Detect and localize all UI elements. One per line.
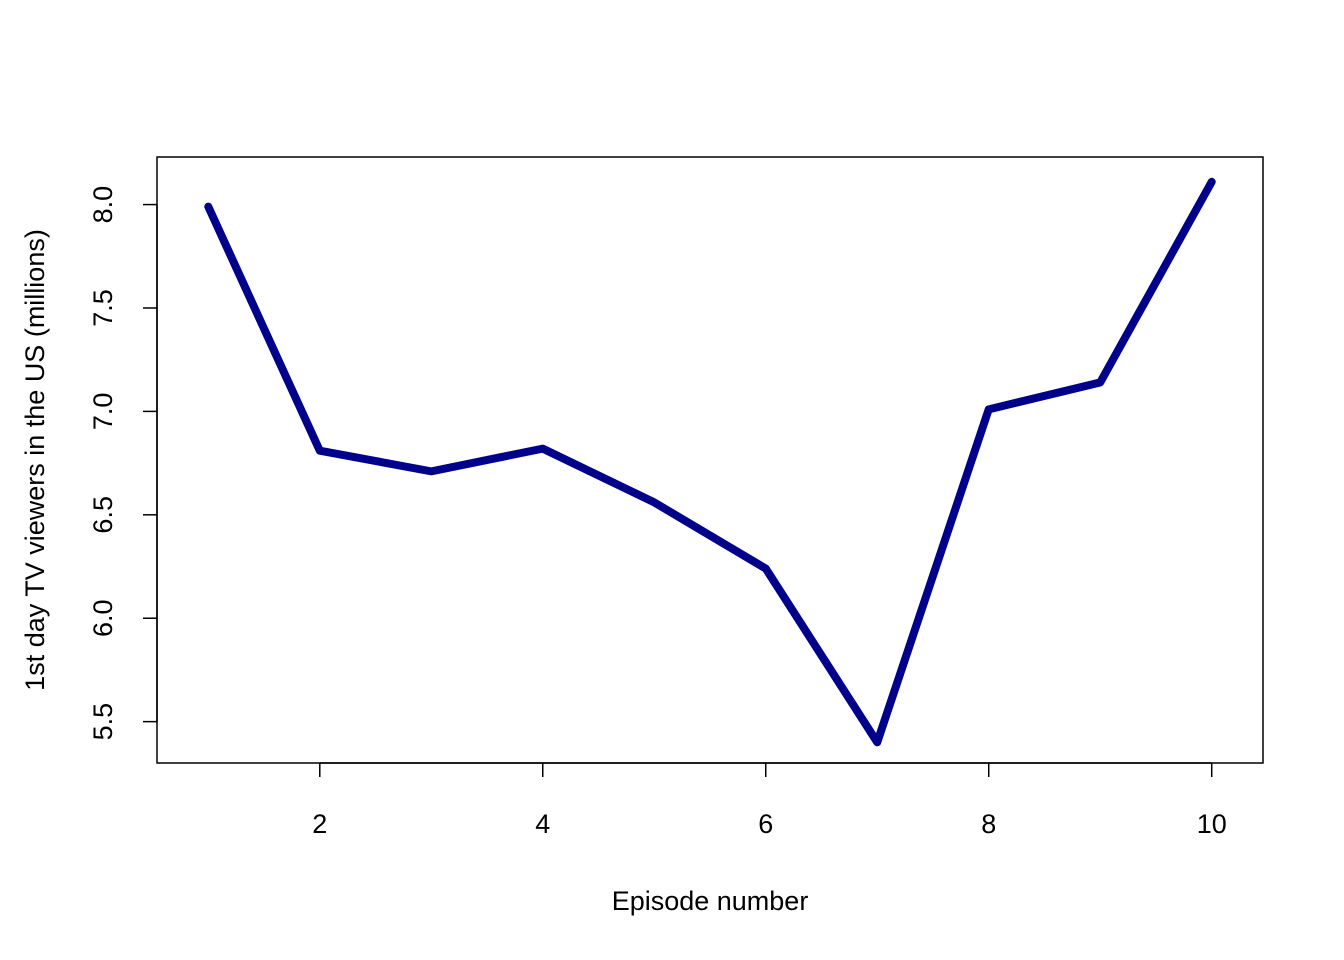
y-axis-title: 1st day TV viewers in the US (millions) [20, 229, 50, 691]
y-tick-label: 6.5 [88, 496, 118, 534]
x-axis: 2 4 6 8 10 [312, 762, 1227, 839]
series-line [204, 177, 1216, 747]
y-tick-label: 6.0 [88, 599, 118, 637]
x-tick-label: 2 [312, 809, 327, 839]
y-axis: 5.5 6.0 6.5 7.0 7.5 8.0 [88, 186, 158, 741]
plot-frame [156, 156, 1264, 764]
series-layer [204, 177, 1216, 747]
y-tick-label: 8.0 [88, 186, 118, 224]
x-tick-label: 10 [1197, 809, 1227, 839]
y-tick-label: 7.0 [88, 393, 118, 431]
x-axis-title: Episode number [612, 886, 809, 916]
y-tick-label: 5.5 [88, 703, 118, 741]
x-tick-label: 6 [758, 809, 773, 839]
x-tick-label: 4 [535, 809, 550, 839]
y-tick-label: 7.5 [88, 289, 118, 327]
x-tick-label: 8 [981, 809, 996, 839]
